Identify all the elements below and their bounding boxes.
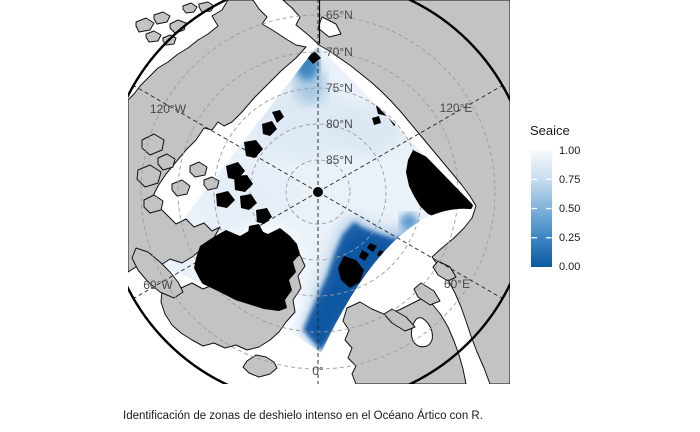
- meridian-lines: [133, 0, 503, 384]
- na-patch: [256, 208, 272, 224]
- na-patch: [240, 194, 257, 210]
- na-patch: [359, 250, 369, 261]
- legend-tick-label: 0.00: [559, 261, 580, 273]
- na-patch: [372, 116, 381, 125]
- island-patch: [135, 17, 155, 33]
- na-patch: [234, 175, 253, 192]
- legend-tick-label: 0.75: [559, 174, 580, 186]
- na-patch: [244, 140, 263, 158]
- island-patch: [189, 161, 208, 178]
- island-patch: [171, 179, 191, 197]
- island-patch: [136, 164, 162, 188]
- baffin-island: [131, 247, 184, 299]
- graticule-layer: [128, 0, 510, 384]
- na-svalbard: [338, 256, 364, 288]
- na-pole-hole: [313, 187, 323, 197]
- island-patch: [143, 194, 164, 214]
- white-sea: [410, 317, 433, 348]
- na-patch: [226, 162, 245, 180]
- na-greenland-ellesmere: [194, 228, 300, 311]
- longitude-label: 0°: [312, 364, 324, 378]
- missing-data-layer: [194, 52, 473, 311]
- island-patch: [153, 11, 171, 25]
- siberia-landmass: [282, 0, 510, 384]
- island-patch: [203, 176, 220, 191]
- meridian-120w: [133, 85, 319, 193]
- latitude-label: 80°N: [326, 117, 353, 131]
- anadyr-gulf: [317, 16, 342, 38]
- longitude-label: 120°W: [150, 102, 187, 116]
- na-severnaya-zemlya: [406, 150, 473, 226]
- na-franz-josef: [367, 243, 377, 252]
- na-patch: [262, 121, 277, 136]
- figure-caption: Identificación de zonas de deshielo inte…: [123, 410, 483, 422]
- longitude-label: 60°W: [143, 278, 173, 292]
- novaya-zemlya-island: [432, 260, 457, 282]
- na-patch: [216, 191, 235, 208]
- longitude-label: 60°E: [444, 277, 470, 291]
- iceland-island: [242, 354, 278, 378]
- latitude-label: 65°N: [326, 8, 353, 22]
- bering-sea-islands: [135, 1, 215, 46]
- meridian-60e: [317, 191, 503, 299]
- legend: Seaice 1.00 0.75 0.50 0.25 0.00: [530, 123, 580, 273]
- graticule-labels: 65°N 70°N 75°N 80°N 85°N 120°W 120°E 60°…: [143, 8, 472, 378]
- legend-tick-label: 1.00: [559, 145, 580, 157]
- island-patch: [145, 30, 162, 43]
- ring-80n: [249, 123, 387, 261]
- legend-tick-label: 0.50: [559, 203, 580, 215]
- na-patch: [272, 110, 284, 123]
- na-patch: [248, 224, 263, 238]
- ice-tint-patch: [334, 104, 402, 156]
- island-patch: [182, 2, 198, 14]
- latitude-label: 70°N: [326, 45, 353, 59]
- longitude-label: 120°E: [440, 101, 473, 115]
- legend-title: Seaice: [530, 123, 570, 138]
- island-patch: [157, 153, 176, 171]
- melt-tongue-core: [310, 234, 391, 344]
- canadian-archipelago-islands: [136, 133, 220, 214]
- legend-tick-marks: [531, 178, 552, 239]
- island-patch: [169, 19, 187, 34]
- map-panel: 65°N 70°N 75°N 80°N 85°N 120°W 120°E 60°…: [128, 0, 510, 384]
- island-patch: [141, 133, 165, 156]
- legend-tick-label: 0.25: [559, 232, 580, 244]
- latitude-label: 75°N: [326, 81, 353, 95]
- novaya-zemlya-island: [413, 282, 441, 306]
- novaya-zemlya-island: [383, 308, 416, 332]
- latitude-label: 85°N: [326, 153, 353, 167]
- na-archipelago-islands: [216, 110, 284, 238]
- meridian-120e: [317, 85, 503, 193]
